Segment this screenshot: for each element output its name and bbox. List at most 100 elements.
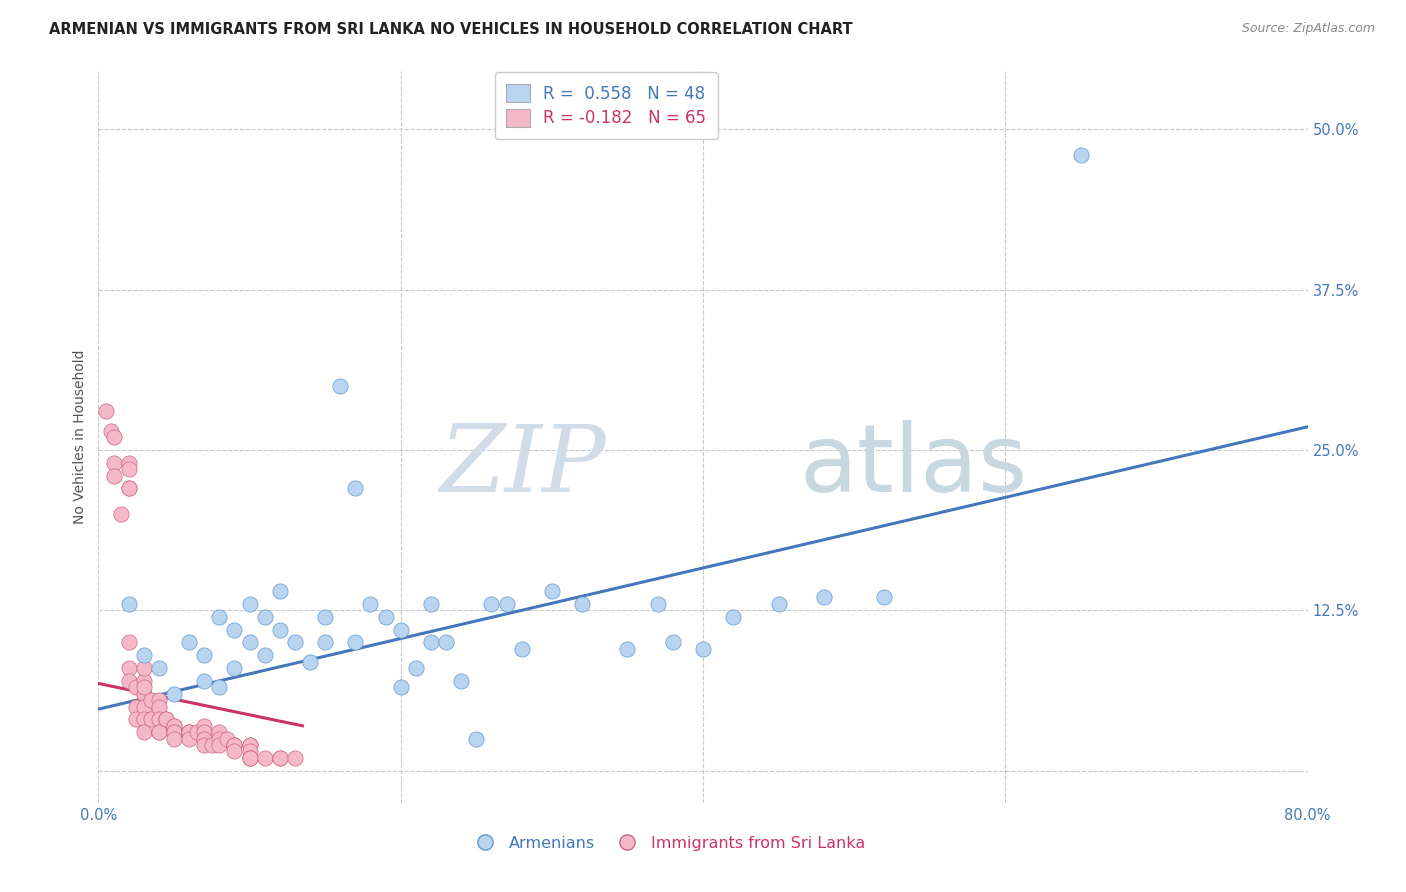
Point xyxy=(118,462,141,476)
Point xyxy=(132,712,155,726)
Point xyxy=(118,661,141,675)
Point xyxy=(179,635,201,649)
Point xyxy=(163,731,186,746)
Point xyxy=(374,609,396,624)
Point xyxy=(344,482,367,496)
Point xyxy=(224,738,246,752)
Point xyxy=(692,641,714,656)
Point xyxy=(193,725,215,739)
Point xyxy=(132,673,155,688)
Point xyxy=(540,584,562,599)
Point xyxy=(208,731,231,746)
Point xyxy=(253,648,276,663)
Point xyxy=(329,378,352,392)
Point xyxy=(253,609,276,624)
Text: ZIP: ZIP xyxy=(440,421,606,511)
Point xyxy=(405,661,427,675)
Point xyxy=(193,719,215,733)
Point xyxy=(132,687,155,701)
Point xyxy=(224,661,246,675)
Point xyxy=(344,635,367,649)
Point xyxy=(450,673,472,688)
Point xyxy=(163,719,186,733)
Point xyxy=(148,699,170,714)
Text: Source: ZipAtlas.com: Source: ZipAtlas.com xyxy=(1241,22,1375,36)
Text: ARMENIAN VS IMMIGRANTS FROM SRI LANKA NO VEHICLES IN HOUSEHOLD CORRELATION CHART: ARMENIAN VS IMMIGRANTS FROM SRI LANKA NO… xyxy=(49,22,853,37)
Point xyxy=(103,468,125,483)
Point xyxy=(118,597,141,611)
Point xyxy=(389,681,412,695)
Point xyxy=(239,751,262,765)
Point xyxy=(179,725,201,739)
Point xyxy=(224,738,246,752)
Point xyxy=(208,738,231,752)
Point xyxy=(420,635,443,649)
Point xyxy=(125,712,148,726)
Point xyxy=(269,623,291,637)
Point xyxy=(284,751,307,765)
Point xyxy=(118,482,141,496)
Point xyxy=(163,719,186,733)
Point xyxy=(224,623,246,637)
Point xyxy=(163,725,186,739)
Point xyxy=(132,661,155,675)
Point xyxy=(495,597,517,611)
Point xyxy=(571,597,593,611)
Point xyxy=(616,641,638,656)
Point xyxy=(100,424,122,438)
Point xyxy=(193,731,215,746)
Point xyxy=(269,751,291,765)
Point xyxy=(465,731,488,746)
Point xyxy=(239,597,262,611)
Point xyxy=(873,591,896,605)
Point xyxy=(269,584,291,599)
Y-axis label: No Vehicles in Household: No Vehicles in Household xyxy=(73,350,87,524)
Point xyxy=(148,725,170,739)
Point xyxy=(118,456,141,470)
Point xyxy=(481,597,503,611)
Point xyxy=(193,673,215,688)
Legend: Armenians, Immigrants from Sri Lanka: Armenians, Immigrants from Sri Lanka xyxy=(463,830,872,857)
Point xyxy=(132,681,155,695)
Point xyxy=(314,635,336,649)
Point xyxy=(239,751,262,765)
Point xyxy=(253,751,276,765)
Point xyxy=(193,738,215,752)
Point xyxy=(510,641,533,656)
Point xyxy=(155,712,177,726)
Point xyxy=(239,738,262,752)
Point xyxy=(141,693,163,707)
Point xyxy=(125,681,148,695)
Point xyxy=(208,725,231,739)
Point xyxy=(208,609,231,624)
Point xyxy=(239,738,262,752)
Point xyxy=(723,609,745,624)
Point xyxy=(193,648,215,663)
Point xyxy=(224,738,246,752)
Point xyxy=(125,699,148,714)
Point xyxy=(239,751,262,765)
Point xyxy=(148,725,170,739)
Point xyxy=(148,712,170,726)
Point xyxy=(768,597,790,611)
Text: atlas: atlas xyxy=(800,420,1028,512)
Point xyxy=(148,693,170,707)
Point xyxy=(813,591,835,605)
Point xyxy=(163,725,186,739)
Point xyxy=(155,712,177,726)
Point xyxy=(94,404,117,418)
Point xyxy=(360,597,382,611)
Point xyxy=(132,699,155,714)
Point xyxy=(299,655,322,669)
Point xyxy=(179,725,201,739)
Point xyxy=(1070,148,1092,162)
Point xyxy=(118,482,141,496)
Point xyxy=(284,635,307,649)
Point xyxy=(110,507,132,521)
Point xyxy=(239,744,262,758)
Point xyxy=(132,648,155,663)
Point xyxy=(239,635,262,649)
Point xyxy=(118,635,141,649)
Point xyxy=(132,725,155,739)
Point xyxy=(420,597,443,611)
